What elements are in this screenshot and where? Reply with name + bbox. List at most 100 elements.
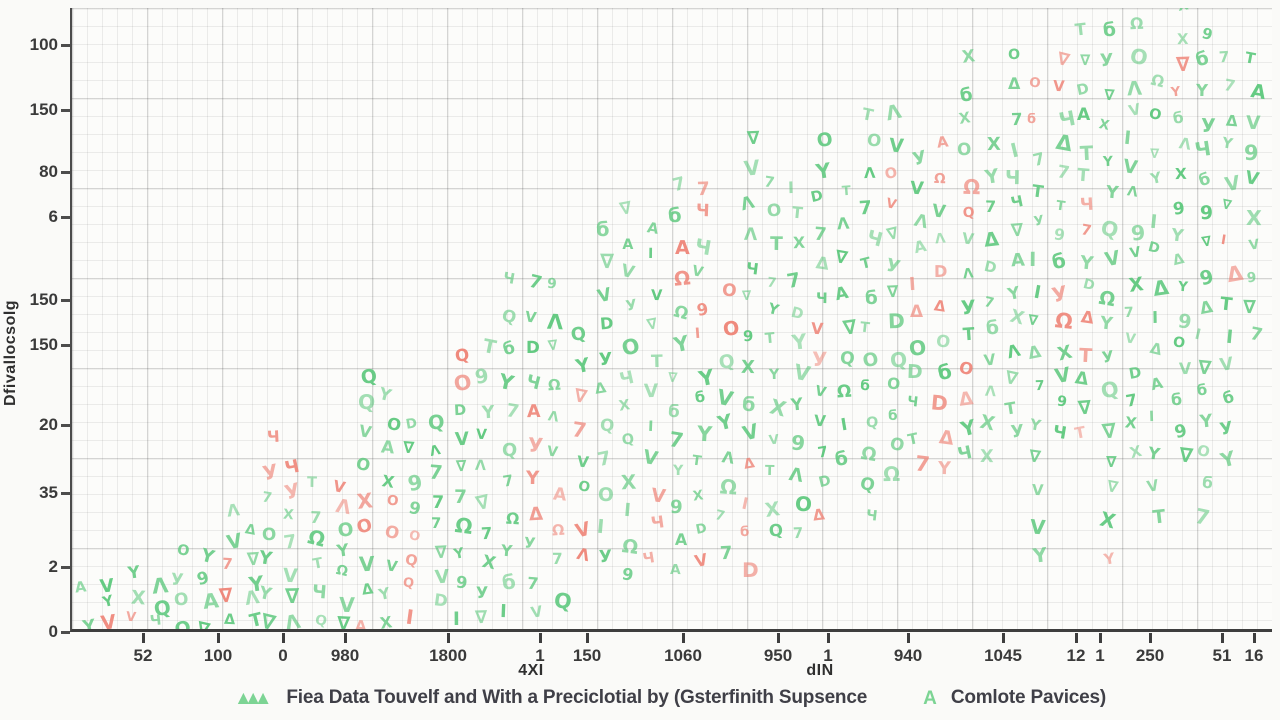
x-tick-mark — [682, 633, 685, 643]
scatter-marker: ∇ — [667, 371, 679, 387]
scatter-marker: б — [1171, 108, 1185, 128]
scatter-marker: T — [1076, 165, 1091, 187]
scatter-marker: O — [885, 374, 901, 394]
scatter-marker: Ч — [864, 225, 886, 252]
scatter-marker: A — [380, 437, 396, 459]
scatter-marker: У — [475, 582, 489, 602]
scatter-marker: Δ — [1079, 307, 1096, 328]
scatter-marker: 9 — [1130, 220, 1147, 246]
scatter-marker: 7 — [552, 549, 564, 568]
y-tick-mark — [61, 492, 70, 495]
scatter-marker: T — [961, 324, 976, 346]
scatter-marker: 9 — [455, 572, 469, 593]
scatter-marker: O — [597, 485, 614, 507]
x-axis-title-right: dIN — [806, 662, 834, 679]
scatter-marker: Ω — [551, 521, 566, 540]
scatter-marker: 7 — [570, 417, 588, 443]
scatter-marker: ∇ — [1200, 233, 1214, 252]
scatter-marker: V — [650, 286, 663, 304]
scatter-marker: ∇ — [473, 489, 492, 515]
scatter-marker: X — [957, 107, 972, 128]
scatter-marker: T — [1055, 198, 1067, 215]
scatter-marker: 7 — [670, 173, 688, 197]
scatter-marker: V — [1223, 170, 1243, 197]
scatter-marker: Y — [257, 583, 274, 606]
scatter-marker: Y — [1028, 415, 1042, 436]
scatter-marker: Q — [961, 204, 975, 222]
scatter-marker: Ω — [547, 375, 562, 395]
scatter-marker: Δ — [528, 503, 544, 526]
scatter-marker: ∇ — [474, 607, 488, 628]
scatter-marker: 7 — [526, 573, 540, 594]
scatter-marker: D — [1127, 362, 1144, 383]
y-tick-label: 80 — [39, 162, 58, 181]
scatter-marker: X — [1176, 30, 1189, 49]
scatter-marker: У — [1200, 115, 1217, 138]
scatter-marker: O — [957, 357, 976, 380]
scatter-marker: O — [957, 138, 973, 159]
scatter-marker: ∇ — [1003, 366, 1020, 390]
scatter-marker: Ω — [1149, 70, 1167, 92]
scatter-marker: O — [861, 348, 881, 373]
scatter-marker: Y — [573, 353, 592, 379]
scatter-marker: A — [832, 282, 850, 305]
scatter-marker: Λ — [546, 309, 564, 334]
scatter-marker: Ч — [641, 549, 657, 569]
x-tick-mark — [827, 633, 830, 643]
scatter-marker: Ω — [962, 174, 981, 200]
scatter-marker: Q — [1098, 215, 1121, 243]
scatter-marker: Δ — [1225, 111, 1239, 131]
scatter-marker: Δ — [1198, 297, 1215, 319]
scatter-marker: ∇ — [741, 288, 752, 305]
scatter-marker: V — [576, 452, 590, 472]
scatter-marker: У — [1009, 421, 1026, 443]
scatter-marker: I — [453, 608, 461, 630]
scatter-marker: б — [1220, 386, 1236, 409]
scatter-marker: V — [767, 432, 780, 449]
scatter-marker: V — [385, 556, 399, 576]
scatter-marker: ∇ — [1175, 52, 1191, 77]
scatter-marker: У — [624, 297, 639, 315]
x-tick-mark — [1075, 633, 1078, 643]
scatter-marker: Ч — [865, 506, 879, 525]
scatter-marker: Y — [765, 301, 781, 320]
scatter-marker: ∇ — [1196, 356, 1212, 380]
scatter-marker: Y — [938, 458, 952, 479]
scatter-marker: I — [1148, 408, 1155, 425]
scatter-marker: I — [499, 601, 508, 623]
scatter-marker: ∇ — [886, 281, 899, 302]
scatter-marker: V — [909, 179, 924, 200]
scatter-marker: Λ — [933, 230, 947, 248]
scatter-marker: Ω — [305, 525, 328, 553]
scatter-marker: X — [691, 487, 705, 505]
scatter-marker: O — [865, 129, 883, 151]
scatter-marker: T — [858, 319, 871, 336]
scatter-marker: Ч — [1051, 421, 1069, 444]
scatter-marker: V — [649, 484, 667, 508]
scatter-marker: 7 — [696, 178, 711, 200]
scatter-marker: 7 — [431, 492, 445, 513]
scatter-marker: O — [1171, 334, 1186, 352]
scatter-marker: б — [501, 337, 518, 360]
scatter-marker: I — [1123, 128, 1133, 150]
scatter-marker: Ч — [310, 581, 328, 604]
scatter-marker: ∇ — [833, 247, 849, 270]
scatter-marker: X — [740, 356, 755, 379]
scatter-marker: Ω — [1053, 308, 1074, 335]
scatter-marker: 7 — [1030, 148, 1047, 171]
scatter-marker: б — [1170, 390, 1183, 410]
scatter-marker: ∇ — [572, 384, 590, 408]
scatter-marker: Δ — [593, 378, 608, 398]
scatter-marker: Δ — [742, 455, 757, 473]
x-tick-label: 1060 — [664, 646, 702, 665]
scatter-marker: б — [1200, 473, 1214, 494]
scatter-marker: V — [1052, 77, 1066, 95]
scatter-marker: ∇ — [1027, 445, 1042, 467]
scatter-marker: б — [667, 203, 682, 228]
scatter-marker: 7 — [431, 515, 442, 533]
scatter-marker: Q — [857, 473, 877, 497]
scatter-markers-layer: A Y V Y V Y X V Λ Q Ч O У O Ω Y 9 A ∇ Λ V 7 ∇ Δ Δ ∇ Y Λ T Ч У 7 O Y Y ∇ Ч У X 7… — [72, 8, 1272, 629]
scatter-marker: Y — [1146, 442, 1162, 464]
scatter-marker: V — [1031, 480, 1044, 500]
scatter-marker: X — [355, 488, 374, 515]
